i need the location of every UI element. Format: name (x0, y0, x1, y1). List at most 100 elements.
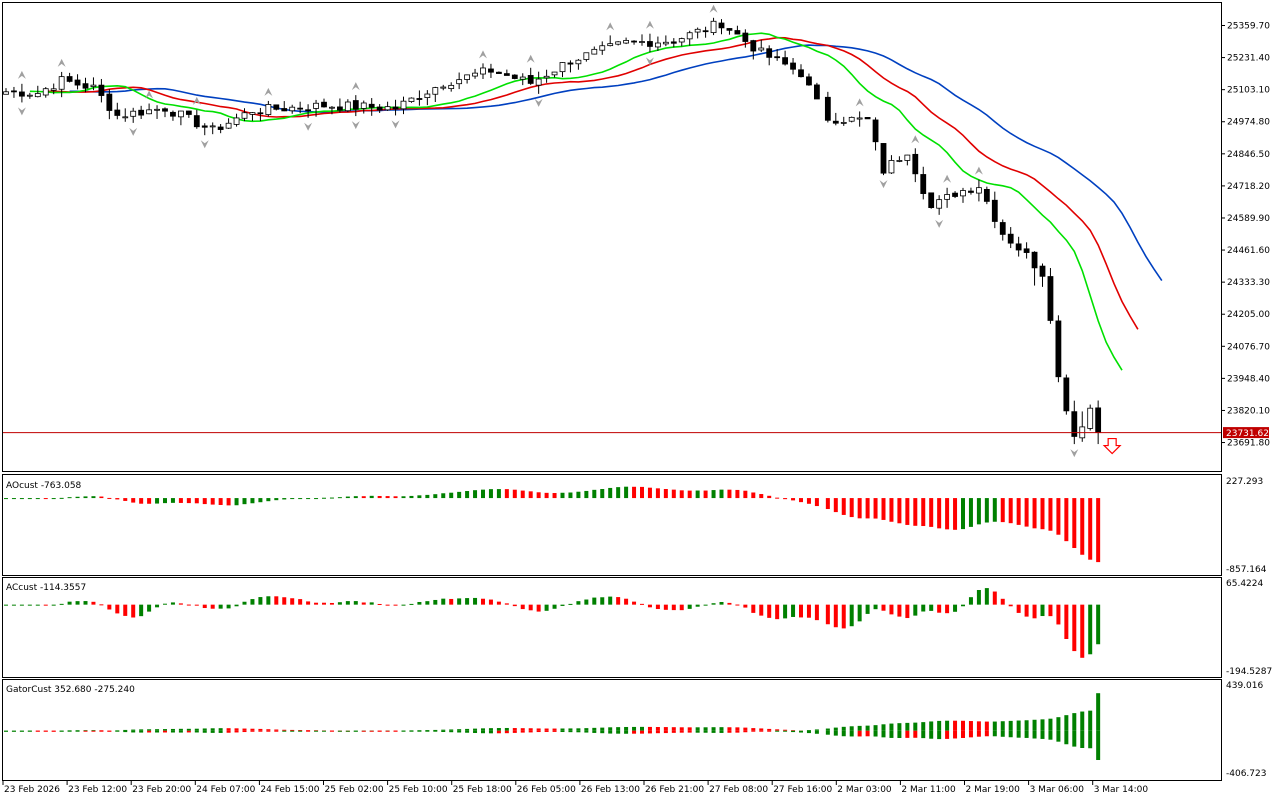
ao-bar (99, 496, 104, 499)
ao-bar (881, 498, 886, 520)
ao-bar (968, 498, 973, 527)
gator-lower-bar (226, 730, 231, 733)
gator-upper-bar (905, 722, 910, 731)
gator-lower-bar (1048, 730, 1053, 740)
gator-upper-bar (873, 725, 878, 731)
ao-bar (19, 498, 24, 500)
gator-upper-bar (258, 728, 263, 731)
ac-bar (139, 604, 144, 617)
ac-bar (11, 604, 16, 606)
ao-bar (178, 498, 183, 503)
candle-body (503, 73, 510, 76)
candle-body (18, 91, 25, 97)
ao-bar (655, 488, 660, 499)
ao-bar (226, 498, 231, 506)
fractal-up-marker (526, 54, 535, 63)
gator-lower-bar (647, 730, 652, 734)
ao-bar (873, 498, 878, 519)
ac-bar (345, 601, 350, 605)
candle-body (201, 125, 208, 128)
time-axis: 23 Feb 2026 23 Feb 12:00 23 Feb 20:00 24 Fe… (2, 781, 1148, 795)
ac-bar (147, 604, 152, 612)
ac-bar (1088, 604, 1093, 655)
ao-bar (1024, 498, 1029, 527)
price-tick-label: 24589.90 (1227, 214, 1270, 224)
candle-body (710, 20, 717, 34)
ao-bar (282, 498, 287, 500)
ao-bar (170, 498, 175, 503)
ao-bar (775, 497, 780, 499)
gator-lower-bar (51, 730, 56, 732)
gator-lower-bar (337, 730, 342, 732)
gator-lower-bar (889, 730, 894, 738)
gator-lower-bar (984, 730, 989, 737)
price-pane (3, 4, 1163, 458)
ac-bar (155, 604, 160, 608)
gator-lower-bar (314, 730, 319, 732)
gator-upper-bar (1080, 711, 1085, 731)
gator-upper-bar (496, 728, 501, 731)
gator-lower-bar (1024, 730, 1029, 738)
candle-body (1055, 320, 1062, 378)
ao-bar (473, 490, 478, 499)
candle-body (424, 93, 431, 98)
gator-lower-bar (369, 730, 374, 732)
ac-bar (337, 602, 342, 605)
ac-bar (504, 603, 509, 605)
gator-lower-bar (711, 730, 716, 733)
gator-lower-bar (441, 730, 446, 733)
gator-lower-bar (1016, 730, 1021, 738)
price-tick-label: 24846.50 (1227, 150, 1270, 160)
ac-bar (163, 603, 167, 605)
ac-bar (624, 598, 629, 605)
gator-upper-bar (1048, 718, 1053, 731)
ac-bar (4, 604, 8, 606)
gator-lower-bar (250, 730, 255, 732)
ao-bar (433, 494, 438, 499)
ao-bar (4, 498, 8, 500)
gator-upper-bar (242, 728, 247, 731)
ao-bar (536, 492, 541, 499)
ao-bar (600, 489, 605, 499)
gator-lower-bar (953, 730, 958, 739)
gator-lower-bar (131, 730, 136, 733)
candle-body (790, 62, 796, 70)
candle-body (1015, 243, 1022, 251)
time-tick-label: 26 Feb 21:00 (645, 785, 704, 795)
ao-bar (35, 498, 40, 500)
ac-bar (913, 604, 918, 616)
gator-lower-bar (576, 730, 581, 733)
candle-body (840, 121, 847, 124)
ao-bar (322, 497, 326, 499)
ao-bar (937, 498, 942, 529)
candle-body (273, 104, 280, 110)
ac-bar (178, 603, 183, 605)
ao-bar (759, 494, 764, 499)
gator-upper-bar (992, 721, 997, 731)
ao-bar (314, 498, 319, 500)
gator-lower-bar (218, 730, 223, 733)
ao-bar (59, 497, 64, 499)
time-tick-label: 24 Feb 07:00 (196, 785, 255, 795)
candle-body (98, 84, 105, 96)
candle-body (920, 174, 927, 194)
ac-bar (385, 604, 390, 606)
ao-bar (743, 490, 748, 499)
candle-body (904, 154, 911, 161)
ac-bar (290, 598, 295, 605)
ac-bar (226, 604, 231, 609)
gator-upper-bar (250, 728, 255, 731)
ao-bar (123, 498, 128, 501)
gator-upper-bar (608, 727, 613, 731)
ac-label: ACcust -114.3557 (6, 583, 86, 593)
ao-bar (806, 498, 811, 504)
ao-bar (695, 490, 700, 499)
gator-lower-bar (242, 730, 247, 733)
ao-bar (1008, 498, 1013, 524)
ac-bar (968, 597, 973, 605)
fractal-up-marker (855, 98, 864, 107)
ao-bar (441, 493, 446, 499)
candle-body (360, 102, 367, 109)
ac-bar (719, 602, 724, 605)
ao-bar (751, 492, 756, 499)
